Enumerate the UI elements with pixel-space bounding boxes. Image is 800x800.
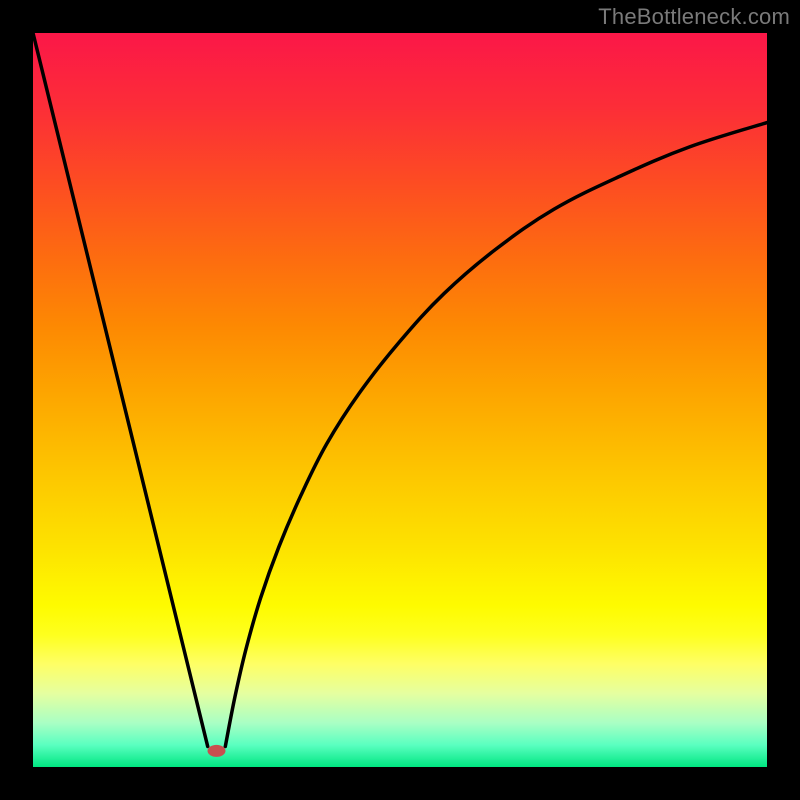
watermark-text: TheBottleneck.com — [598, 4, 790, 30]
optimal-point-marker — [208, 745, 226, 757]
chart-container: { "watermark": "TheBottleneck.com", "cha… — [0, 0, 800, 800]
bottleneck-chart — [0, 0, 800, 800]
chart-background — [33, 33, 767, 767]
